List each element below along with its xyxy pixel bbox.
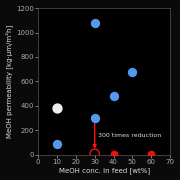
Point [93,152,96,155]
Point [131,70,134,73]
Point [150,152,153,155]
Point [112,152,115,155]
Point [112,95,115,98]
Text: 300 times reduction: 300 times reduction [98,133,162,138]
Point [56,142,58,145]
X-axis label: MeOH conc. in feed [wt%]: MeOH conc. in feed [wt%] [58,168,150,174]
Point [93,117,96,120]
Point [93,21,96,24]
Point [56,107,58,110]
Y-axis label: MeOH permeability [kg·μm/m²h]: MeOH permeability [kg·μm/m²h] [6,25,13,138]
